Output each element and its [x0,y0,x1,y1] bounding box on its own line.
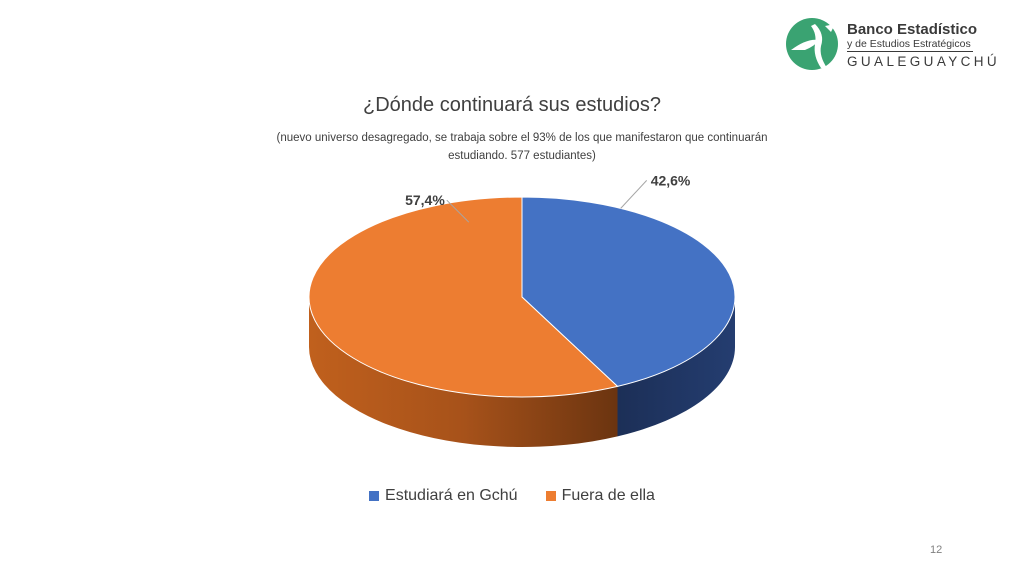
leader-line-gchu [620,180,648,209]
logo-title: Banco Estadístico [847,21,978,38]
slice-side-fuera [309,297,618,447]
legend: Estudiará en Gchú Fuera de ella [0,487,1024,505]
leader-line-fuera [446,199,470,223]
legend-item-fuera: Fuera de ella [545,487,655,505]
data-label-gchu: 42,6% [651,172,691,188]
logo-city: GUALEGUAYCHÚ [847,54,1001,69]
legend-label-gchu: Estudiará en Gchú [385,487,518,504]
bank-logo: Banco Estadístico y de Estudios Estratég… [785,16,997,72]
slice-top-fuera [308,196,619,398]
legend-item-gchu: Estudiará en Gchú [369,487,518,505]
logo-subtitle: y de Estudios Estratégicos [847,38,971,50]
legend-label-fuera: Fuera de ella [561,487,655,504]
chart-title: ¿Dónde continuará sus estudios? [363,94,661,116]
slice-top-gchu [521,196,736,387]
legend-swatch-fuera [545,491,556,501]
chart-subtitle: (nuevo universo desagregado, se trabaja … [276,132,768,162]
pie-labels: 42,6% 57,4% [405,172,691,223]
pie-slices [308,196,736,398]
page-number: 12 [930,544,943,556]
logo-divider [847,51,973,52]
data-label-fuera: 57,4% [405,192,445,208]
logo-emblem-icon [786,18,838,70]
legend-swatch-gchu [369,491,380,501]
